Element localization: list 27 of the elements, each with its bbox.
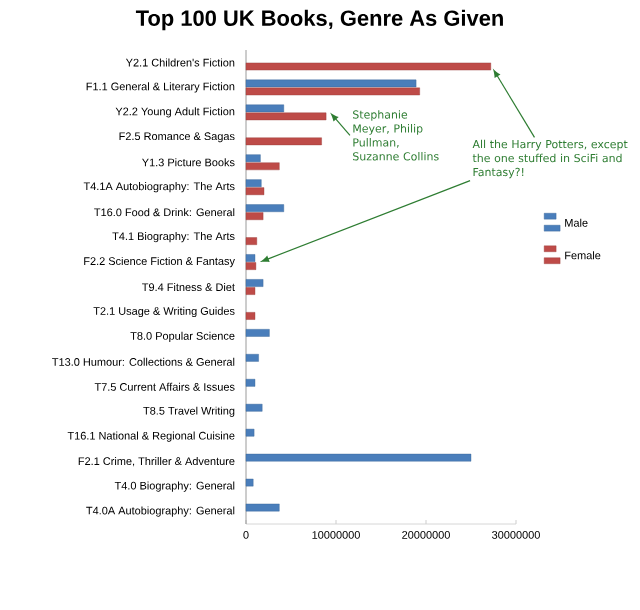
bar xyxy=(245,403,263,412)
bar xyxy=(245,379,256,387)
bar xyxy=(245,354,259,362)
chart-title: Top 100 UK Books, Genre As Given xyxy=(135,9,503,31)
bar xyxy=(245,112,327,121)
bar xyxy=(245,104,284,113)
bar xyxy=(245,279,264,287)
bar xyxy=(245,428,255,437)
bar xyxy=(245,62,491,71)
bar xyxy=(245,262,257,270)
bar xyxy=(245,212,264,220)
bar xyxy=(245,329,270,337)
bar xyxy=(245,79,417,88)
bar xyxy=(245,187,265,196)
bar xyxy=(245,287,256,295)
bar xyxy=(245,254,256,262)
bar xyxy=(245,312,256,320)
bar xyxy=(245,204,284,212)
bar xyxy=(245,162,280,171)
bar xyxy=(245,453,472,462)
bar xyxy=(245,87,420,96)
bar xyxy=(245,154,261,163)
bar xyxy=(245,503,280,512)
bar xyxy=(245,478,254,487)
bar xyxy=(245,237,257,245)
bar xyxy=(245,137,322,146)
bar xyxy=(245,179,262,188)
